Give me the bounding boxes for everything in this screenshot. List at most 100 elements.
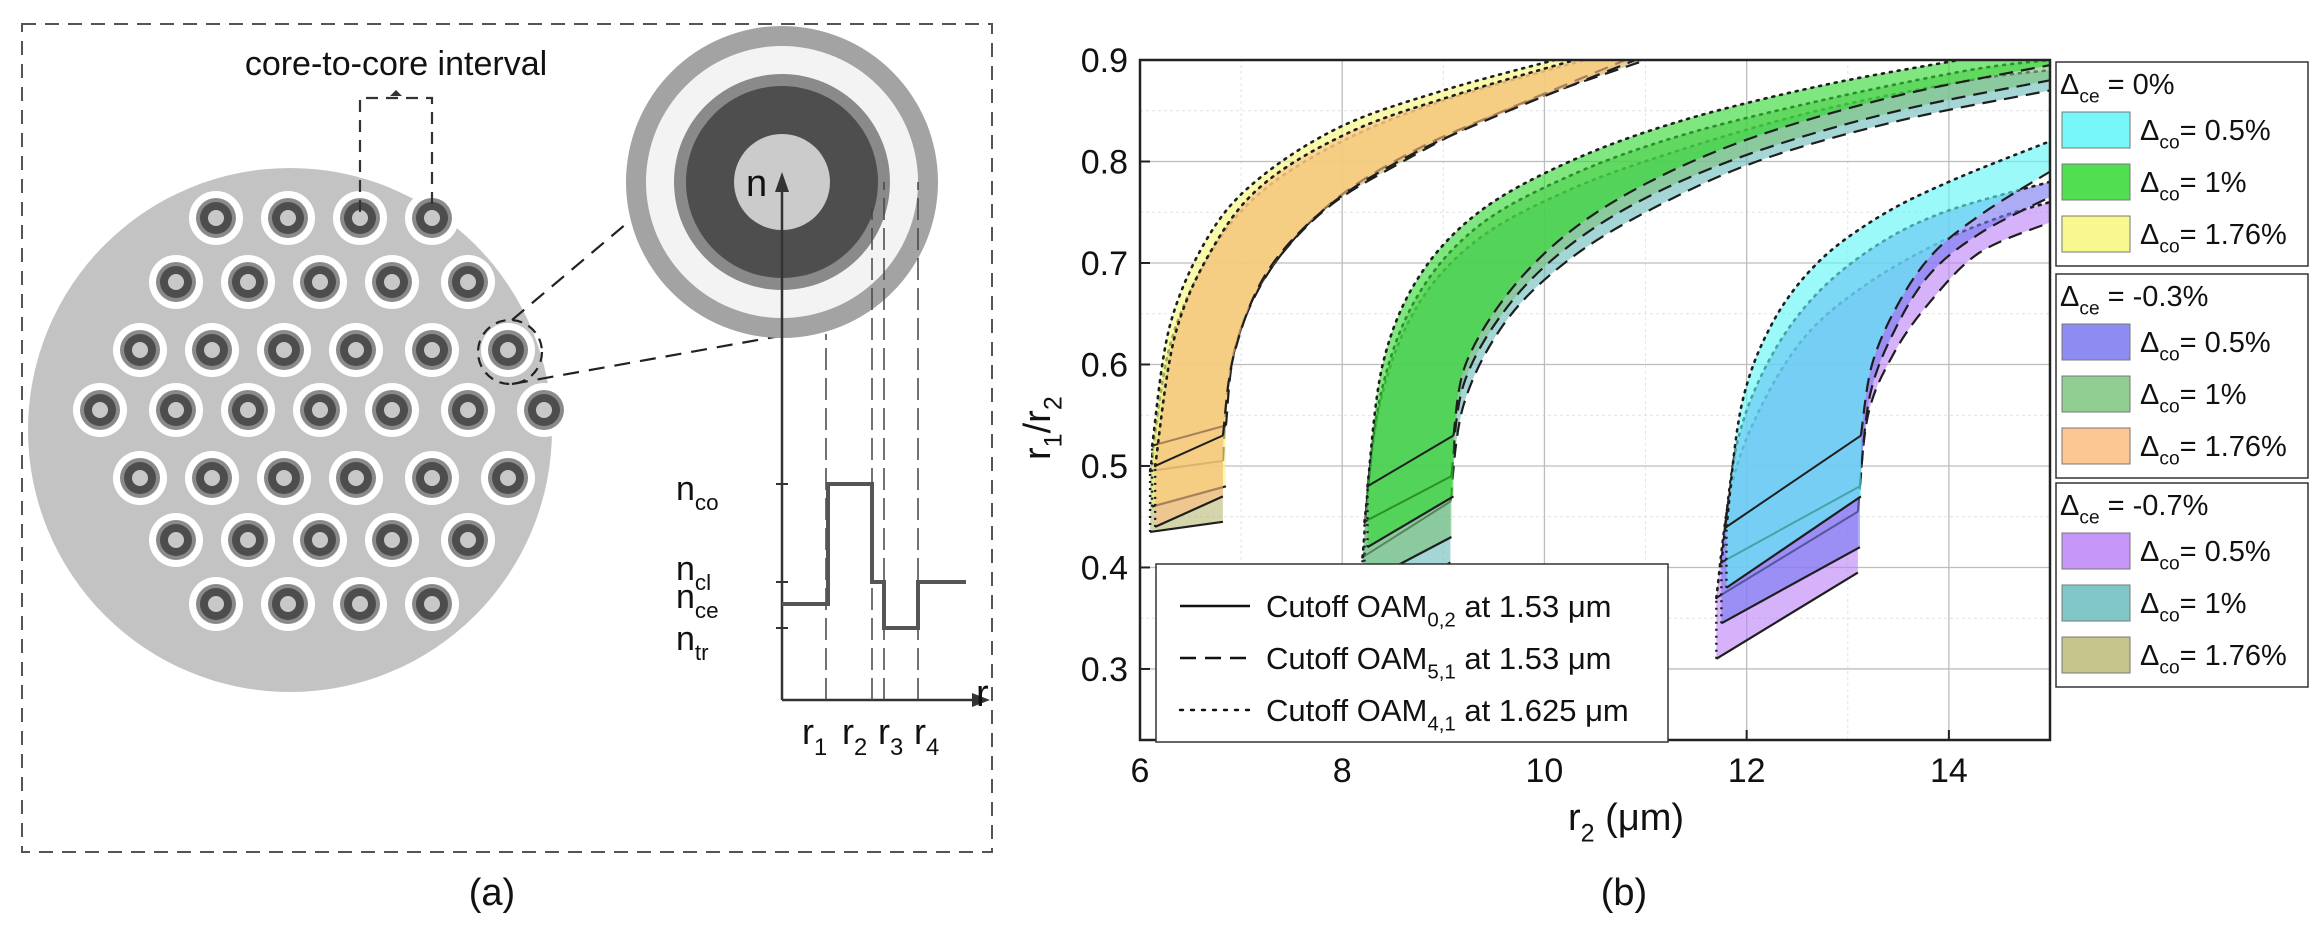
fiber-core [261,191,315,245]
cutoff-dashed [1858,196,2050,487]
fiber-core [405,191,459,245]
legend-entry-label: Δco= 1% [2140,588,2247,627]
band-2 [1153,60,1636,528]
y-tick-label: 0.9 [1081,42,1128,80]
legend-group-header: Δce = -0.7% [2060,490,2208,529]
fiber-core [113,323,167,377]
axis-labels: r2 (μm) r1/r2 [1017,396,1684,847]
cutoff-solid [1154,495,1224,528]
zoom-core-label: n [746,163,767,205]
fiber-core [257,451,311,505]
index-ticks [776,483,788,629]
fiber-core [333,191,387,245]
band-fill [1726,141,2050,588]
legend-swatch [2061,532,2131,570]
legend-entry-label: Δco= 1.76% [2140,219,2287,258]
x-tick-label: 6 [1131,752,1150,790]
y-tick-label: 0.4 [1081,549,1128,587]
fiber-core [149,255,203,309]
profile-r-axis-label: r [976,673,989,715]
cutoff-dotted [1366,60,1961,488]
radius-label-r1: r1 [802,711,827,761]
legend-entry-label: Δco= 1.76% [2140,431,2287,470]
legend-group-0: Δce = 0% Δco= 0.5% Δco= 1% Δco= 1.76% [2055,61,2309,267]
zoom-line-lower [511,334,781,386]
fiber-core [221,255,275,309]
band-fill [1367,60,2050,548]
cutoff-dashed [1449,89,2050,502]
panel-a-label: (a) [469,872,515,914]
cutoff-dotted [1153,60,1577,468]
legend-entry-label: Δco= 0.5% [2140,115,2271,154]
fiber-core [293,383,347,437]
x-axis-label: r2 (μm) [1568,797,1684,847]
legend-swatch [2061,636,2131,674]
profile-r-arrow [972,693,990,707]
fiber-core [73,383,127,437]
legend-entry-label: Δco= 1% [2140,167,2247,206]
fiber-core [149,383,203,437]
core-array [73,191,571,631]
cutoff-dashed [1859,170,2050,436]
legend-line-label: Cutoff OAM4,1 at 1.625 μm [1266,693,1629,735]
bands [1148,60,2050,660]
fiber-core [365,383,419,437]
legend-swatch [2061,163,2131,201]
band-fill [1152,60,1626,507]
legend-group-2: Δce = -0.7% Δco= 0.5% Δco= 1% Δco= 1.76% [2055,482,2309,688]
cutoff-dashed [1452,63,2050,436]
cutoff-solid-upper [1366,434,1454,488]
band-8 [1725,139,2050,589]
fiber-core [221,513,275,567]
legend-group-header: Δce = -0.3% [2060,281,2208,320]
y-tick-label: 0.3 [1081,651,1128,689]
fiber-core [441,513,495,567]
cutoff-solid-upper [1154,434,1224,467]
x-axis: 6 8 10 12 14 [1131,730,1968,790]
legend-swatch [2061,323,2131,361]
band-color-legend: Δce = 0%Δco= 0.5%Δco= 1%Δco= 1.76%Δce = … [2055,61,2309,688]
radius-label-r2: r2 [842,711,867,761]
cutoff-solid-upper [1725,434,1862,528]
legend-swatch [2061,215,2131,253]
cutoff-dotted [1150,60,1556,447]
fiber-core [261,577,315,631]
fiber-core [293,513,347,567]
interval-bracket [358,96,434,212]
y-tick-label: 0.5 [1081,448,1128,486]
fiber-core [113,451,167,505]
fiber-core [329,451,383,505]
cutoff-solid [1366,495,1455,549]
fiber-core [441,383,495,437]
fiber-core [405,577,459,631]
legend-group-header: Δce = 0% [2060,69,2175,108]
legend-line-label: Cutoff OAM5,1 at 1.53 μm [1266,641,1612,683]
y-axis-label: r1/r2 [1017,396,1067,460]
fiber-core [481,323,535,377]
fiber-core [441,255,495,309]
panel-b-label: (b) [1601,872,1647,914]
fiber-core [149,513,203,567]
fiber-core [221,383,275,437]
index-label-tr: ntr [676,620,709,665]
legend-entry-label: Δco= 0.5% [2140,327,2271,366]
y-tick-label: 0.8 [1081,143,1128,181]
panel-a-dashed-frame [21,23,993,853]
fiber-core [333,577,387,631]
x-tick-label: 14 [1930,752,1968,790]
radius-label-r4: r4 [914,711,939,761]
x-tick-label: 8 [1333,752,1352,790]
fiber-core [405,451,459,505]
y-tick-label: 0.7 [1081,245,1128,283]
panel-b-chart: 6 8 10 12 14 0.3 0.4 0.5 0.6 0.7 0.8 0.9 r2 (μm) r1… [1017,42,2309,914]
y-tick-label: 0.6 [1081,346,1128,384]
fiber-core [365,513,419,567]
legend-entry-label: Δco= 1% [2140,379,2247,418]
legend-entry-label: Δco= 1.76% [2140,640,2287,679]
legend-line-label: Cutoff OAM0,2 at 1.53 μm [1266,589,1612,631]
band-5 [1366,60,2050,549]
legend-swatch [2061,584,2131,622]
legend-swatch [2061,427,2131,465]
radius-labels: r1 r2 r3 r4 [802,711,939,761]
